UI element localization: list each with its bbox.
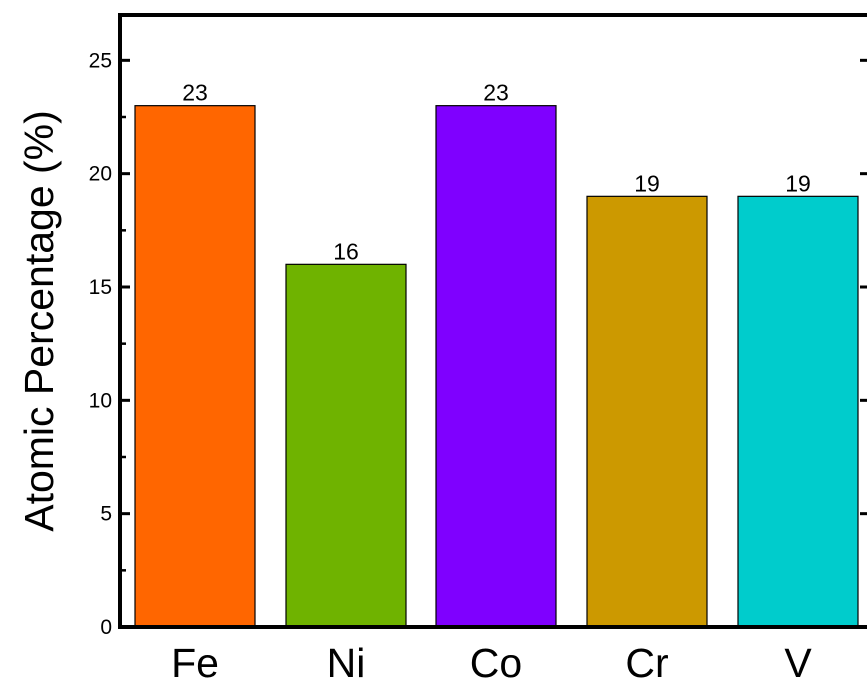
x-axis-category-labels: Fe Ni Co Cr V [171, 640, 812, 686]
y-axis-title: Atomic Percentage (%) [16, 110, 62, 532]
y-tick-label: 0 [100, 616, 112, 639]
y-tick-label: 5 [100, 503, 112, 526]
x-tick-label-co: Co [470, 640, 522, 686]
data-label-co: 23 [483, 80, 509, 106]
y-tick-label: 20 [89, 163, 112, 186]
data-label-ni: 16 [333, 238, 359, 264]
x-tick-label-ni: Ni [327, 640, 366, 686]
y-tick-label: 10 [89, 389, 112, 412]
x-tick-label-fe: Fe [171, 640, 219, 686]
data-label-cr: 19 [634, 170, 660, 196]
y-tick-label: 25 [89, 49, 112, 72]
bar-v [737, 195, 859, 628]
bar-cr [586, 195, 708, 628]
bars-group [134, 105, 859, 628]
plot-frame [118, 13, 867, 629]
x-tick-label-v: V [784, 640, 812, 686]
bar-ni [285, 263, 407, 628]
data-labels-group: 23 16 23 19 19 [182, 80, 811, 265]
bar-fe [134, 105, 256, 628]
data-label-fe: 23 [182, 80, 208, 106]
bar-co [435, 105, 557, 628]
data-label-v: 19 [785, 170, 811, 196]
x-tick-label-cr: Cr [625, 640, 668, 686]
y-tick-label: 15 [89, 276, 112, 299]
